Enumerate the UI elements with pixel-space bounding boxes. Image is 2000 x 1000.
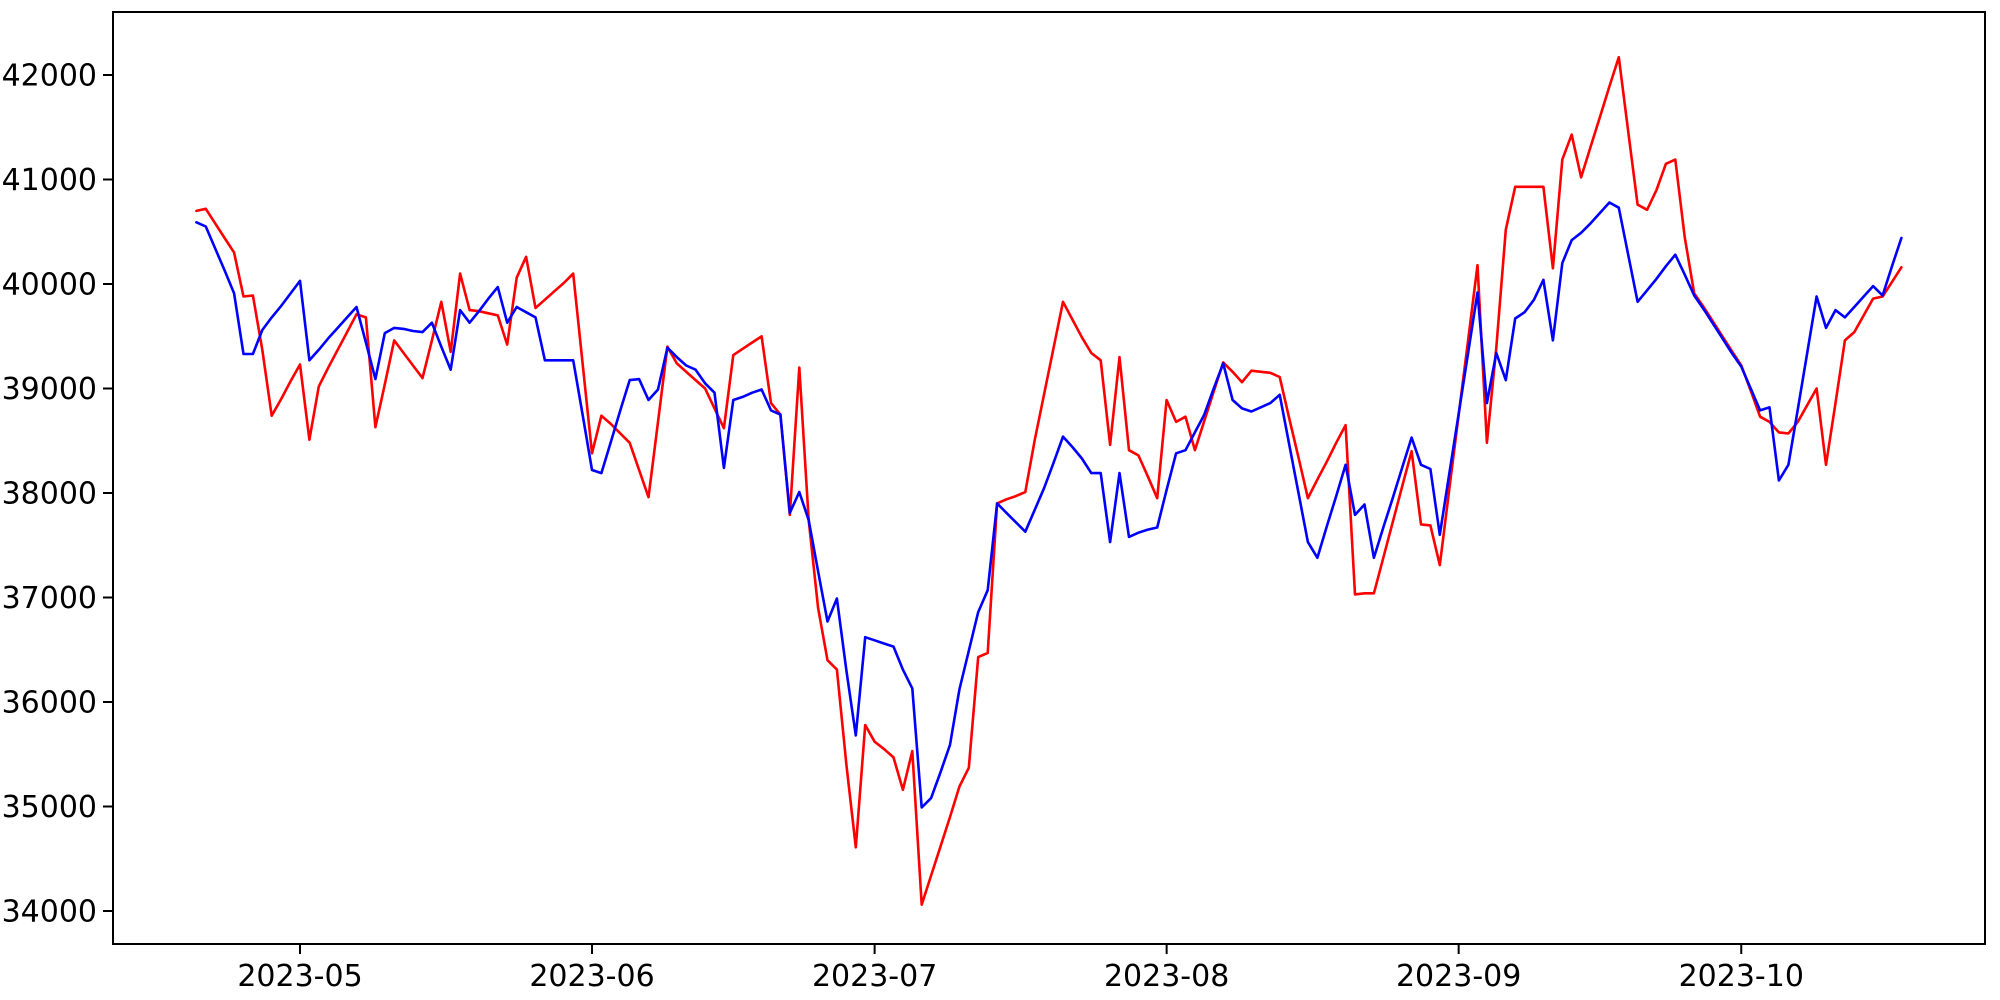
y-tick-label: 38000 [2, 477, 97, 512]
blue-series-line [195, 201, 1903, 809]
x-tick-label: 2023-08 [1104, 959, 1229, 994]
y-tick-label: 36000 [2, 686, 97, 721]
y-tick-label: 42000 [2, 59, 97, 94]
x-tick-label: 2023-06 [529, 959, 654, 994]
x-tick-label: 2023-05 [237, 959, 362, 994]
red-series-line [195, 55, 1903, 907]
y-tick-label: 40000 [2, 268, 97, 303]
y-tick-label: 34000 [2, 895, 97, 930]
y-tick-label: 37000 [2, 581, 97, 616]
y-tick-label: 39000 [2, 372, 97, 407]
x-tick-label: 2023-09 [1396, 959, 1521, 994]
y-tick-label: 35000 [2, 790, 97, 825]
x-tick-label: 2023-10 [1679, 959, 1804, 994]
y-tick-label: 41000 [2, 163, 97, 198]
plot-border [112, 11, 1986, 945]
x-tick-label: 2023-07 [812, 959, 937, 994]
